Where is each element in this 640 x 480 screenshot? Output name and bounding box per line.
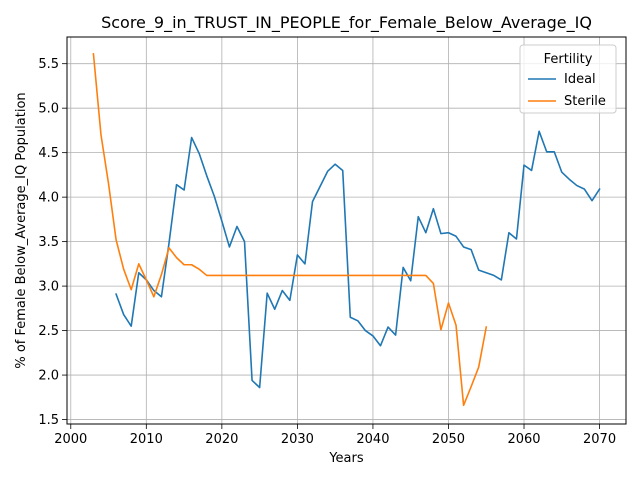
chart-title: Score_9_in_TRUST_IN_PEOPLE_for_Female_Be… (101, 13, 592, 33)
y-tick-label: 5.5 (38, 57, 59, 72)
y-tick-label: 3.5 (38, 235, 59, 250)
y-tick-label: 2.0 (38, 369, 59, 384)
axis-ticks: 2000 2010 2020 2030 2040 2050 2060 2070 1.5 2.0 2.… (38, 57, 616, 447)
x-tick-label: 2040 (356, 432, 389, 447)
legend-label-ideal: Ideal (564, 72, 596, 87)
series-lines (92, 53, 601, 407)
y-tick-label: 4.5 (38, 146, 59, 161)
x-tick-label: 2020 (205, 432, 238, 447)
y-tick-label: 3.0 (38, 280, 59, 295)
x-tick-label: 2060 (507, 432, 540, 447)
x-tick-label: 2000 (54, 432, 87, 447)
y-tick-label: 1.5 (38, 413, 59, 428)
legend-box (519, 44, 617, 114)
y-tick-label: 5.0 (38, 102, 59, 117)
legend-entries: Ideal Sterile (528, 72, 606, 109)
legend: Fertility Ideal Sterile (519, 44, 617, 114)
x-tick-label: 2030 (281, 432, 314, 447)
y-tick-label: 4.0 (38, 191, 59, 206)
y-axis-label: % of Female Below_Average_IQ Population (14, 92, 29, 368)
x-axis-label: Years (328, 451, 364, 466)
x-tick-label: 2050 (432, 432, 465, 447)
series-line-ideal (115, 130, 601, 389)
plot-frame (66, 36, 627, 425)
series-line-sterile (92, 53, 488, 407)
legend-title: Fertility (544, 52, 593, 67)
legend-label-sterile: Sterile (564, 94, 606, 109)
y-tick-label: 2.5 (38, 324, 59, 339)
x-tick-label: 2010 (130, 432, 163, 447)
x-tick-label: 2070 (583, 432, 616, 447)
